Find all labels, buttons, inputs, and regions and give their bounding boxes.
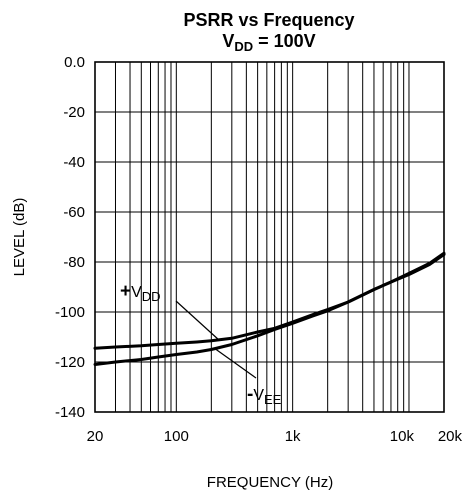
x-tick-label-4: 20k: [438, 428, 463, 445]
subtitle-rest: = 100V: [253, 31, 316, 51]
y-tick-label-2: -40: [63, 154, 85, 171]
plot-frame: [94, 61, 445, 413]
x-tick-labels: 20 100 1k 10k 20k: [87, 428, 463, 445]
series-label-base: V: [131, 284, 142, 301]
series-label-subscript: EE: [264, 392, 282, 407]
y-tick-label-4: -80: [63, 254, 85, 271]
x-tick-label-1: 100: [164, 428, 189, 445]
annotation-leader-2: [215, 349, 257, 379]
chart-title: PSRR vs Frequency: [183, 10, 354, 30]
grid-lines: [95, 61, 444, 413]
y-tick-label-1: -20: [63, 104, 85, 121]
y-tick-label-0: 0.0: [64, 54, 85, 71]
series-label-base: V: [253, 387, 264, 404]
x-tick-label-2: 1k: [285, 428, 301, 445]
series-layer: [93, 251, 446, 366]
y-tick-label-6: -120: [55, 354, 85, 371]
series-label-2: -VEE: [247, 384, 282, 407]
series-label-prefix: -: [247, 384, 253, 405]
series-line-2: [93, 251, 446, 366]
y-tick-label-5: -100: [55, 304, 85, 321]
x-tick-label-3: 10k: [390, 428, 415, 445]
x-axis-label: FREQUENCY (Hz): [207, 474, 333, 491]
x-tick-label-0: 20: [87, 428, 104, 445]
chart-subtitle: VDD = 100V: [222, 31, 315, 54]
subtitle-subscript: DD: [234, 39, 253, 54]
subtitle-base: V: [222, 31, 234, 51]
series-label-prefix: +: [120, 281, 131, 302]
series-label-subscript: DD: [142, 289, 161, 304]
annotation-leader-1: [175, 300, 219, 340]
y-tick-label-3: -60: [63, 204, 85, 221]
y-axis-label: LEVEL (dB): [11, 198, 28, 277]
y-tick-labels: 0.0 -20 -40 -60 -80 -100 -120 -140: [55, 54, 85, 421]
series-label-1: +VDD: [120, 281, 161, 304]
series-annotations: +VDD-VEE: [120, 281, 282, 407]
y-tick-label-7: -140: [55, 404, 85, 421]
